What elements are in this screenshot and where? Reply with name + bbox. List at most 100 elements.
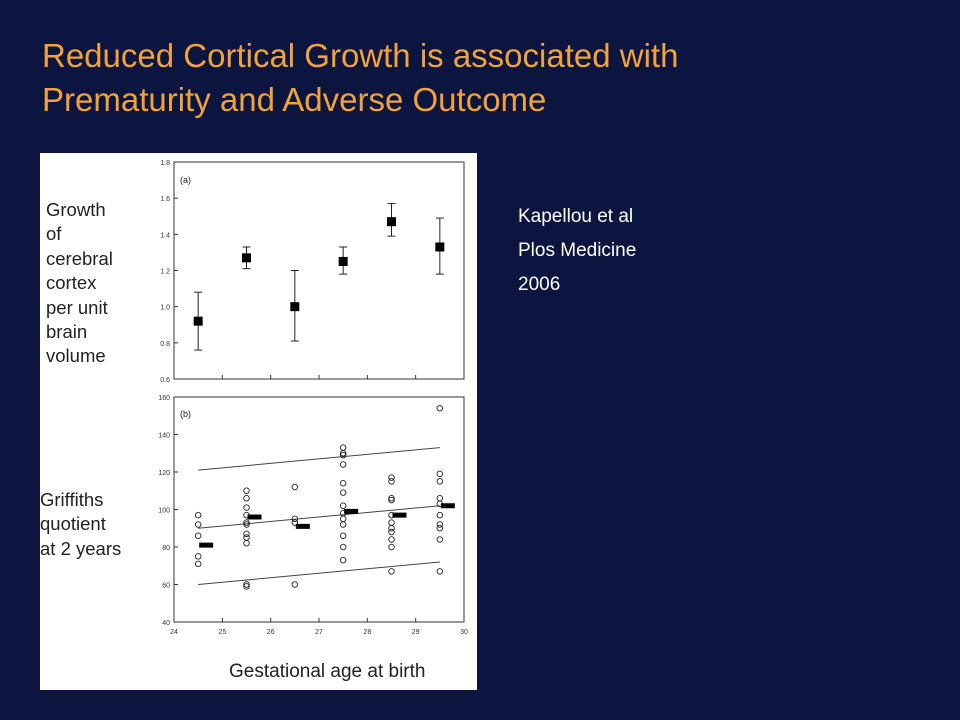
mean-marker [193, 316, 203, 326]
figure-svg: (a) 0.6 0.8 1.0 1.2 1.4 1.6 1.8 (b) 40 60 80 100 120 1… [158, 160, 468, 636]
panel-b-y-tick-label: 120 [158, 470, 170, 477]
data-point [436, 495, 444, 502]
panel-b-y-tick-label: 100 [158, 508, 170, 515]
panel-b-y-tick-label: 40 [162, 620, 170, 627]
slide-title-line-2: Prematurity and Adverse Outcome [42, 81, 547, 118]
data-point [291, 581, 299, 588]
data-point [291, 515, 299, 523]
panel-a-ylabel: Growth of cerebral cortex per unit brain… [46, 198, 113, 369]
data-point [291, 519, 299, 526]
panel-b-y-tick-label: 80 [162, 545, 170, 552]
data-point [388, 568, 395, 575]
group-mean-bar [440, 503, 455, 509]
data-point [339, 451, 347, 459]
data-point [291, 483, 299, 491]
data-point [243, 581, 250, 588]
data-point [436, 568, 444, 575]
slide-title-line-1: Reduced Cortical Growth is associated wi… [42, 37, 679, 74]
panel-a-y-tick-label: 0.6 [160, 377, 170, 384]
data-point [194, 560, 202, 568]
panel-b-ylabel-line: quotient [40, 513, 106, 535]
data-point [243, 583, 250, 590]
panel-a-y-tick-label: 1.8 [160, 160, 170, 167]
data-point [339, 556, 347, 564]
citation-year: 2006 [518, 274, 561, 295]
data-point [243, 540, 250, 547]
mean-marker [290, 302, 300, 312]
panel-a-ylabel-line: brain [46, 321, 88, 343]
data-point [388, 528, 395, 536]
panel-a-ylabel-line: of [46, 223, 62, 245]
panel-b-y-tick-label: 60 [162, 583, 170, 590]
panel-b-frame [173, 396, 465, 623]
data-point [243, 519, 250, 526]
citation-authors: Kapellou et al [518, 206, 634, 227]
panel-a-ylabel-line: volume [46, 345, 106, 367]
data-point [436, 521, 444, 528]
data-point [388, 474, 395, 481]
data-point [436, 536, 444, 543]
panel-b-ylabel-line: at 2 years [40, 537, 122, 559]
regression-line [198, 505, 440, 529]
mean-marker [435, 242, 445, 252]
mean-marker [242, 253, 251, 263]
panel-a-ylabel-line: per unit [46, 296, 108, 318]
panel-b-ylabel: Griffiths quotient at 2 years [40, 488, 121, 561]
group-mean-bar [295, 523, 310, 529]
data-point [339, 502, 347, 510]
data-point [339, 480, 347, 487]
panel-a-y-tick-label: 1.0 [160, 305, 170, 312]
data-point [339, 450, 347, 457]
panel-b-x-tick-label: 29 [412, 629, 420, 636]
panel-b-x-tick-label: 25 [218, 629, 226, 636]
citation: Kapellou et al Plos Medicine 2006 [518, 200, 636, 302]
panel-a-ylabel-line: cerebral [46, 247, 113, 269]
data-point [388, 519, 395, 526]
data-point [194, 511, 202, 519]
data-point [243, 534, 250, 541]
data-point [339, 515, 347, 523]
panel-a-y-tick-label: 0.8 [160, 341, 170, 348]
data-point [388, 495, 395, 502]
data-point [339, 461, 347, 468]
data-point [436, 404, 444, 412]
data-point [243, 495, 250, 502]
data-point [339, 444, 347, 451]
citation-journal: Plos Medicine [518, 240, 637, 261]
data-point [243, 530, 250, 538]
panel-a-label: (a) [180, 175, 191, 185]
panel-b-x-tick-label: 30 [460, 629, 468, 636]
data-point [436, 511, 444, 519]
data-point [436, 470, 444, 478]
panel-a-y-tick-label: 1.2 [160, 269, 170, 276]
data-point [388, 536, 395, 543]
panel-b-label: (b) [180, 409, 191, 419]
x-axis-title: Gestational age at birth [229, 661, 426, 682]
panel-a-ylabel-line: Growth [46, 199, 106, 220]
panel-b-y-tick-label: 140 [158, 433, 170, 440]
figure-panel: (a) 0.6 0.8 1.0 1.2 1.4 1.6 1.8 (b) 40 60 80 100 120 1… [40, 153, 477, 690]
panel-b-x-tick-label: 28 [363, 629, 371, 636]
panel-a-frame [173, 161, 465, 380]
data-point [388, 496, 395, 504]
data-point [194, 521, 202, 528]
panel-b-y-tick-label: 160 [158, 395, 170, 402]
panel-b-ylabel-line: Griffiths [40, 489, 104, 510]
group-mean-bar [344, 508, 359, 514]
slide-title: Reduced Cortical Growth is associated wi… [42, 34, 922, 122]
group-mean-bar [392, 512, 407, 518]
data-point [339, 521, 347, 528]
mean-marker [387, 217, 396, 227]
data-point [194, 532, 202, 540]
group-mean-bar [199, 542, 214, 548]
data-point [243, 487, 250, 495]
panel-a-y-tick-label: 1.4 [160, 232, 170, 239]
data-point [436, 525, 444, 532]
mean-marker [338, 256, 348, 266]
data-point [243, 521, 250, 528]
data-point [243, 504, 250, 511]
data-point [339, 543, 347, 551]
data-point [388, 543, 395, 551]
data-point [388, 478, 395, 485]
data-point [436, 478, 444, 485]
